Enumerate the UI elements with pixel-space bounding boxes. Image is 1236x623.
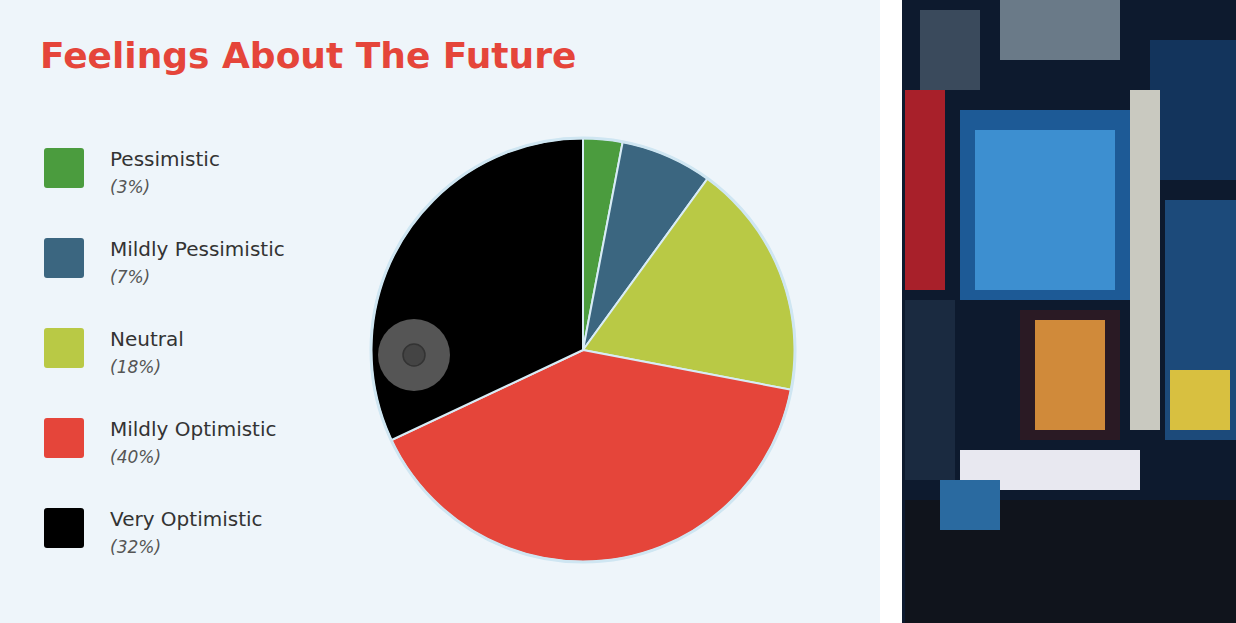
photo-shape: [975, 130, 1115, 290]
photo-shape: [1000, 0, 1120, 60]
chart-root: Feelings About The Future Pessimistic (3%)…: [0, 0, 1236, 623]
legend-label: Neutral: [110, 327, 184, 351]
legend-swatch: [44, 148, 84, 188]
legend-value: (32%): [110, 537, 161, 557]
photo-shape: [1130, 90, 1160, 430]
photo-shape: [960, 110, 1130, 300]
decor-dot-center: [403, 344, 425, 366]
pie-slice: [371, 138, 583, 440]
decor-dot: [378, 319, 450, 391]
legend-value: (3%): [110, 177, 150, 197]
photo-shape: [920, 10, 980, 90]
photo-shape: [1150, 40, 1236, 180]
photo: [902, 0, 1236, 623]
chart-title: Feelings About The Future: [40, 35, 576, 76]
photo-shape: [905, 300, 955, 480]
legend-value: (40%): [110, 447, 161, 467]
legend-label: Mildly Optimistic: [110, 417, 277, 441]
legend-swatch: [44, 418, 84, 458]
pie-outline: [371, 138, 795, 562]
photo-shape: [1020, 310, 1120, 440]
legend-swatch: [44, 328, 84, 368]
photo-shape: [1035, 320, 1105, 430]
photo-shape: [940, 480, 1000, 530]
legend-label: Pessimistic: [110, 147, 220, 171]
panel-background: [0, 0, 880, 623]
legend: Pessimistic (3%) Mildly Pessimistic (7%) Neu…: [44, 147, 285, 557]
photo-shape: [905, 90, 945, 290]
legend-label: Mildly Pessimistic: [110, 237, 285, 261]
pie: [371, 138, 795, 562]
photo-background: [902, 0, 1236, 623]
legend-swatch: [44, 238, 84, 278]
legend-swatch: [44, 508, 84, 548]
legend-value: (18%): [110, 357, 161, 377]
photo-shape: [1165, 200, 1236, 440]
legend-value: (7%): [110, 267, 150, 287]
photo-shape: [1170, 370, 1230, 430]
legend-label: Very Optimistic: [110, 507, 263, 531]
